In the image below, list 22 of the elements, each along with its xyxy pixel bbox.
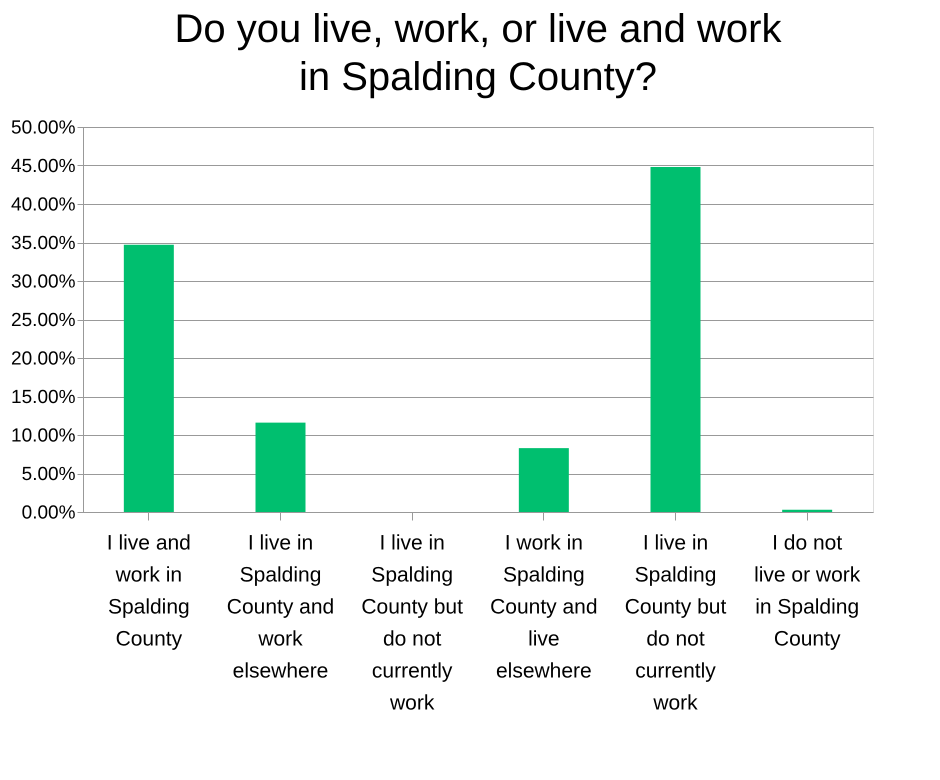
bar [124,244,174,512]
bar [256,422,306,512]
bar [650,167,700,512]
y-tick-label: 35.00% [11,233,76,254]
y-tick-label: 15.00% [11,387,76,408]
bar [518,448,569,512]
x-tick-label: I work in Spalding County and live elsewhere [490,532,598,682]
y-tick-label: 30.00% [11,272,76,292]
y-tick-label: 0.00% [22,502,76,524]
y-tick-label: 45.00% [11,156,76,177]
x-tick-label: I live in Spalding County and work elsewhere [226,532,334,682]
x-tick-label: I live in Spalding County but do not currently work [624,532,726,714]
y-tick-label: 40.00% [11,194,76,216]
x-tick-label: I live in Spalding County but do not currently work [361,532,464,714]
x-tick-label: I live and work in Spalding County [106,532,191,650]
y-tick-label: 50.00% [11,118,76,138]
y-tick-label: 5.00% [22,464,76,485]
chart-title: Do you live, work, or live and work in Spalding County? [174,7,782,99]
x-tick-label: I do not live or work in Spalding County [754,532,861,650]
y-tick-label: 25.00% [11,310,76,331]
y-tick-label: 10.00% [11,426,76,446]
y-tick-label: 20.00% [11,348,76,370]
